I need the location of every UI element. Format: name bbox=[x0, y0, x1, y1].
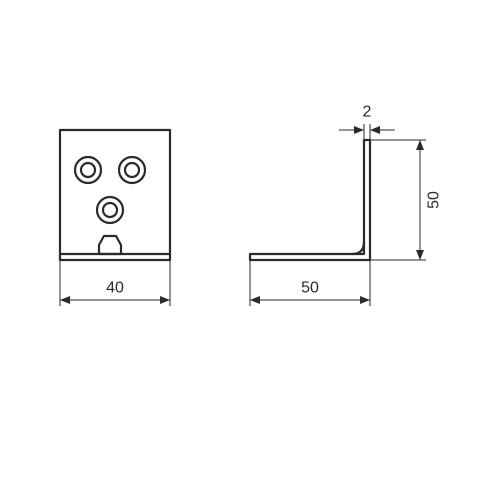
side-view bbox=[250, 140, 370, 260]
dimension-drawing: 40 50 50 2 bbox=[0, 0, 500, 500]
dim-label: 50 bbox=[301, 280, 319, 297]
dim-label: 40 bbox=[106, 280, 124, 297]
dim-label: 50 bbox=[426, 191, 443, 209]
dim-label: 2 bbox=[363, 104, 372, 121]
front-view bbox=[60, 130, 170, 260]
